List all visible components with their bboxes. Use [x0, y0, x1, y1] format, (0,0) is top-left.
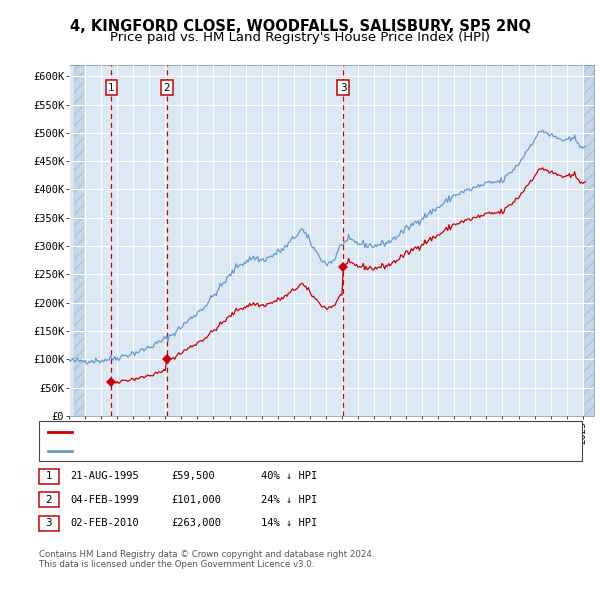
Text: HPI: Average price, detached house, Wiltshire: HPI: Average price, detached house, Wilt…	[76, 445, 304, 455]
Bar	[74, 65, 84, 416]
Text: 04-FEB-1999: 04-FEB-1999	[70, 495, 139, 504]
Text: 4, KINGFORD CLOSE, WOODFALLS, SALISBURY, SP5 2NQ: 4, KINGFORD CLOSE, WOODFALLS, SALISBURY,…	[70, 19, 530, 34]
Text: 02-FEB-2010: 02-FEB-2010	[70, 519, 139, 528]
Text: 1: 1	[46, 471, 52, 481]
Text: 3: 3	[340, 83, 347, 93]
Text: Price paid vs. HM Land Registry's House Price Index (HPI): Price paid vs. HM Land Registry's House …	[110, 31, 490, 44]
Text: 40% ↓ HPI: 40% ↓ HPI	[261, 471, 317, 481]
Text: 4, KINGFORD CLOSE, WOODFALLS, SALISBURY, SP5 2NQ (detached house): 4, KINGFORD CLOSE, WOODFALLS, SALISBURY,…	[76, 427, 446, 437]
Text: 2: 2	[46, 495, 52, 504]
Text: 14% ↓ HPI: 14% ↓ HPI	[261, 519, 317, 528]
Text: Contains HM Land Registry data © Crown copyright and database right 2024.
This d: Contains HM Land Registry data © Crown c…	[39, 550, 374, 569]
Text: 1: 1	[108, 83, 115, 93]
Text: £59,500: £59,500	[171, 471, 215, 481]
Text: 3: 3	[46, 519, 52, 528]
Text: 24% ↓ HPI: 24% ↓ HPI	[261, 495, 317, 504]
Text: £263,000: £263,000	[171, 519, 221, 528]
Text: £101,000: £101,000	[171, 495, 221, 504]
Bar	[584, 65, 594, 416]
Text: 2: 2	[163, 83, 170, 93]
Text: 21-AUG-1995: 21-AUG-1995	[70, 471, 139, 481]
